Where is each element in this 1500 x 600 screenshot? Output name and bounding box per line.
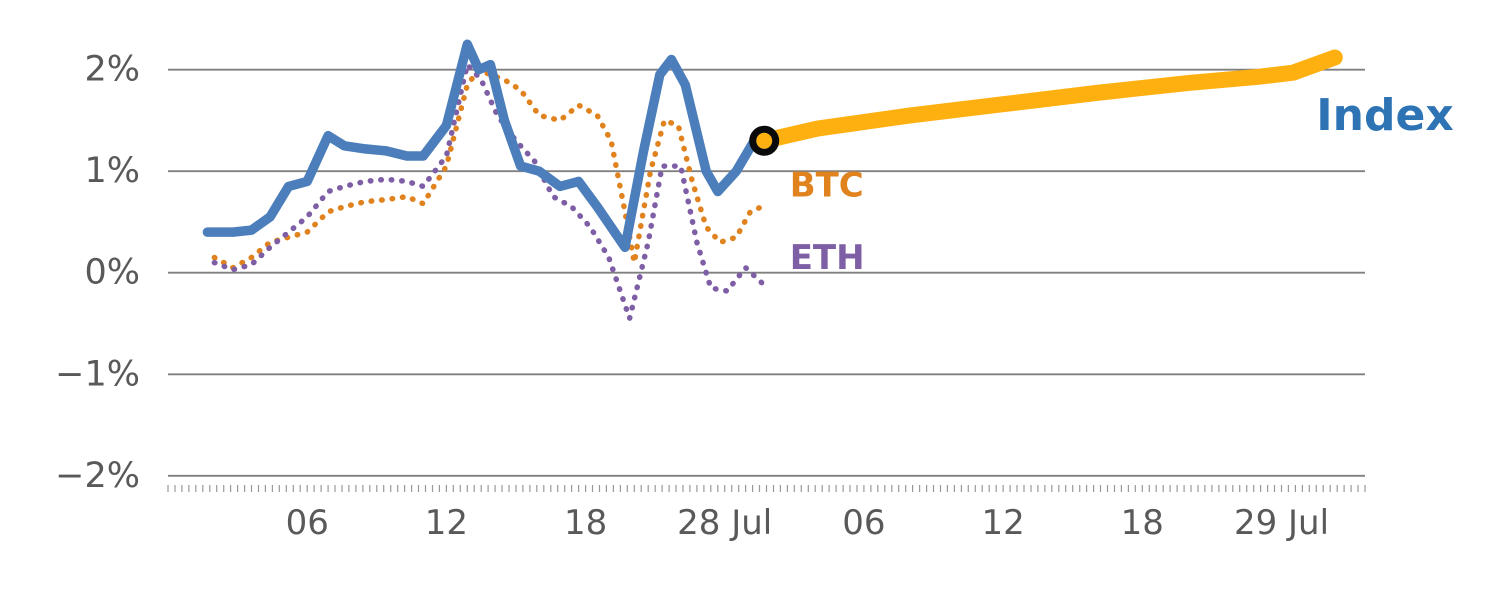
x-tick-label: 06: [286, 503, 329, 543]
series-label-index: Index: [1316, 90, 1453, 141]
series-eth-line: [211, 61, 765, 322]
y-tick-label: 0%: [84, 253, 140, 293]
x-axis-labels: 06 12 18 28 Jul 06 12 18 29 Jul: [286, 503, 1329, 543]
y-tick-label: −1%: [55, 354, 140, 394]
x-tick-label: 28 Jul: [677, 503, 772, 543]
y-tick-label: 1%: [84, 151, 140, 191]
y-tick-label: −2%: [55, 456, 140, 496]
series-index-forecast-line: [756, 49, 1343, 149]
x-tick-label: 18: [1121, 503, 1164, 543]
forecast-start-marker: [749, 125, 780, 156]
y-tick-label: 2%: [84, 50, 140, 90]
x-axis-minor-ticks: [167, 485, 1366, 492]
series-index-line: [202, 39, 762, 253]
gridlines: [168, 68, 1365, 477]
series-label-eth: ETH: [790, 238, 865, 278]
x-tick-label: 12: [981, 503, 1024, 543]
y-axis-labels: 2% 1% 0% −1% −2%: [55, 50, 140, 496]
x-tick-label: 18: [564, 503, 607, 543]
series-label-btc: BTC: [790, 165, 864, 205]
x-tick-label: 29 Jul: [1234, 503, 1329, 543]
x-tick-label: 06: [842, 503, 885, 543]
x-tick-label: 12: [425, 503, 468, 543]
